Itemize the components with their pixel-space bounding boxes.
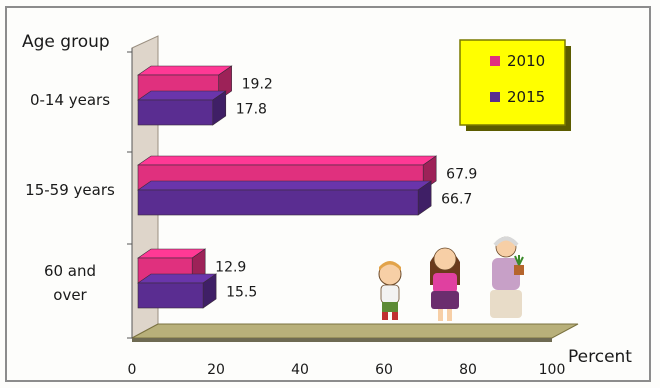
- x-tick-label-40: 40: [291, 362, 309, 378]
- legend: 2010 2015: [459, 39, 571, 131]
- value-label-2015-1: 66.7: [441, 192, 472, 208]
- category-label-0-0: 0-14 years: [30, 91, 110, 109]
- legend-swatch-2015: [490, 92, 500, 102]
- x-tick-label-0: 0: [128, 362, 137, 378]
- bar-top-2010-1: [137, 155, 438, 166]
- value-label-2010-1: 67.9: [446, 167, 477, 183]
- bar-top-2010-0: [137, 65, 233, 76]
- legend-box: [459, 39, 566, 126]
- woman-figure: [430, 247, 460, 321]
- value-label-2010-0: 19.2: [242, 77, 273, 93]
- labels-group: 0 20 40 60 80 100 0-14 years 15-59 years 60 and o…: [25, 77, 565, 379]
- x-tick-label-60: 60: [375, 362, 393, 378]
- bar-2015-0: [137, 99, 214, 126]
- legend-swatch-2010: [490, 56, 500, 66]
- x-axis-title: Percent: [568, 347, 632, 367]
- category-label-2-1: over: [53, 286, 87, 304]
- chart-frame: [5, 6, 651, 382]
- x-tick-label-100: 100: [539, 362, 566, 378]
- category-label-2-0: 60 and: [44, 262, 96, 280]
- bar-2015-2: [137, 282, 204, 309]
- people-illustration: [378, 236, 524, 321]
- floor-top: [131, 323, 579, 339]
- bar-top-2015-2: [137, 273, 218, 284]
- bar-2015-1: [137, 189, 419, 216]
- legend-label-2010: 2010: [507, 52, 545, 70]
- value-label-2010-2: 12.9: [215, 260, 246, 276]
- x-tick-label-80: 80: [459, 362, 477, 378]
- axis-lines: [127, 48, 133, 339]
- bars-group: [137, 65, 438, 309]
- x-tick-label-20: 20: [207, 362, 225, 378]
- chart-floor: [131, 323, 579, 342]
- bar-top-2015-1: [137, 180, 433, 191]
- elderly-figure: [490, 236, 524, 318]
- legend-label-2015: 2015: [507, 88, 545, 106]
- y-axis-title: Age group: [22, 32, 110, 52]
- boy-figure: [378, 261, 402, 320]
- bar-top-2015-0: [137, 90, 227, 101]
- value-label-2015-0: 17.8: [236, 102, 267, 118]
- floor-edge: [132, 338, 552, 342]
- category-label-1-0: 15-59 years: [25, 181, 115, 199]
- value-label-2015-2: 15.5: [226, 285, 257, 301]
